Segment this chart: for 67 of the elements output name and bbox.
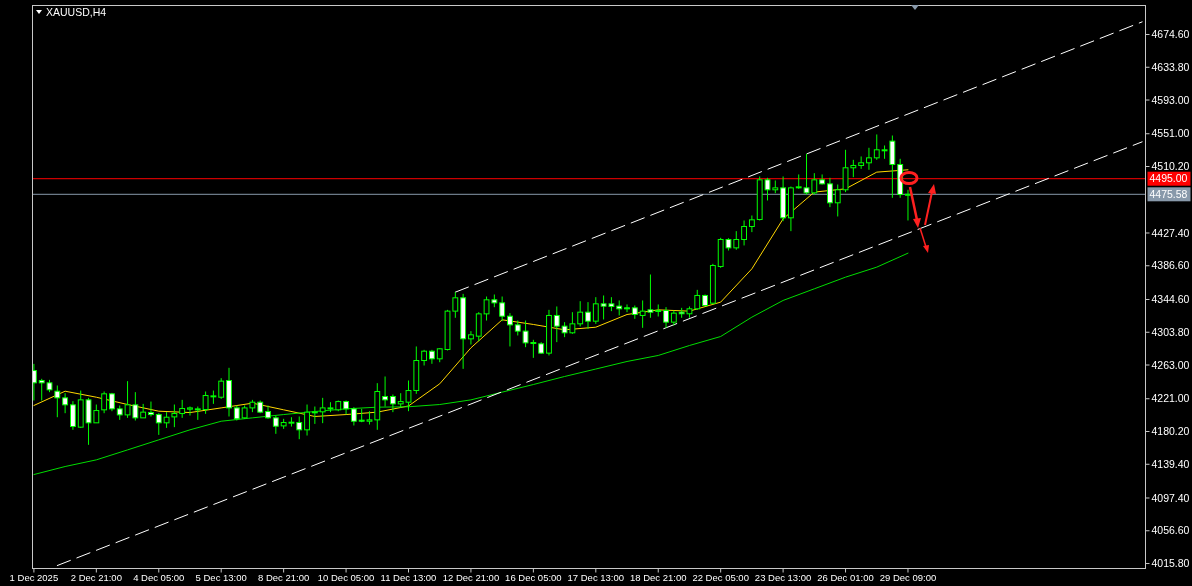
candlestick [218,377,225,400]
y-tick-label: 4427.40 [1151,226,1190,239]
x-tick-label: 1 Dec 2025 [9,571,59,583]
candlestick [858,155,865,170]
x-tick-label: 18 Dec 21:00 [629,571,687,583]
x-tick-label: 23 Dec 13:00 [754,571,812,583]
candlestick [866,147,872,171]
y-tick-label: 4097.40 [1151,491,1190,504]
candlestick [741,219,747,246]
chart-title: XAUUSD,H4 [46,6,107,18]
candlestick [389,393,396,413]
candlestick [592,296,599,325]
y-tick-label: 4674.60 [1151,28,1190,41]
y-tick-label: 4551.00 [1151,127,1190,140]
candlestick [499,296,506,322]
candlestick [624,303,630,313]
candlestick [54,384,61,418]
x-tick-label: 16 Dec 05:00 [505,571,562,583]
y-tick-label: 4139.40 [1151,457,1190,470]
x-tick-label: 8 Dec 21:00 [258,571,310,583]
y-tick-label: 4221.00 [1151,392,1190,405]
x-tick-label: 22 Dec 05:00 [692,571,749,583]
candlestick [553,305,560,343]
x-tick-label: 11 Dec 13:00 [380,571,437,583]
candlestick [70,400,76,431]
candlestick [350,406,357,426]
candlestick [304,404,310,437]
y-tick-label: 4180.20 [1151,425,1190,438]
candlestick [827,177,833,208]
candlestick [32,363,37,402]
ref-line-label: 4495.00 [1149,172,1188,185]
x-tick-label: 5 Dec 13:00 [195,571,247,583]
y-tick-label: 4056.60 [1151,524,1190,537]
ref-line-label: 4475.58 [1149,187,1188,200]
candlestick [663,306,669,329]
y-tick-label: 4593.00 [1151,93,1190,106]
x-tick-label: 12 Dec 21:00 [442,571,500,583]
candlestick [187,406,193,417]
candlestick [148,401,154,417]
candlestick [585,301,591,330]
candlestick [819,173,826,185]
x-tick-label: 26 Dec 01:00 [817,571,874,583]
candlestick [155,412,162,436]
candlestick [382,376,389,408]
x-tick-label: 17 Dec 13:00 [567,571,625,583]
candlestick [62,392,69,414]
y-tick-label: 4263.00 [1151,358,1190,371]
candlestick [265,404,271,420]
candlestick [507,312,513,347]
x-tick-label: 2 Dec 21:00 [70,571,122,583]
candlestick [748,214,755,233]
line-series [33,252,909,476]
y-tick-label: 4633.80 [1151,60,1190,73]
candlestick [101,391,108,414]
candlestick [905,189,911,221]
y-tick-label: 4015.80 [1151,557,1190,570]
candlestick [311,406,318,425]
candlestick [272,415,279,435]
y-tick-label: 4510.20 [1151,160,1190,173]
y-tick-label: 4303.80 [1151,325,1190,338]
x-tick-label: 4 Dec 05:00 [133,571,185,583]
candlestick [468,330,474,346]
x-tick-label: 10 Dec 05:00 [317,571,375,583]
x-tick-label: 29 Dec 09:00 [879,571,937,583]
y-tick-label: 4386.60 [1151,259,1190,272]
candlestick [577,300,584,327]
y-tick-label: 4344.60 [1151,293,1190,306]
